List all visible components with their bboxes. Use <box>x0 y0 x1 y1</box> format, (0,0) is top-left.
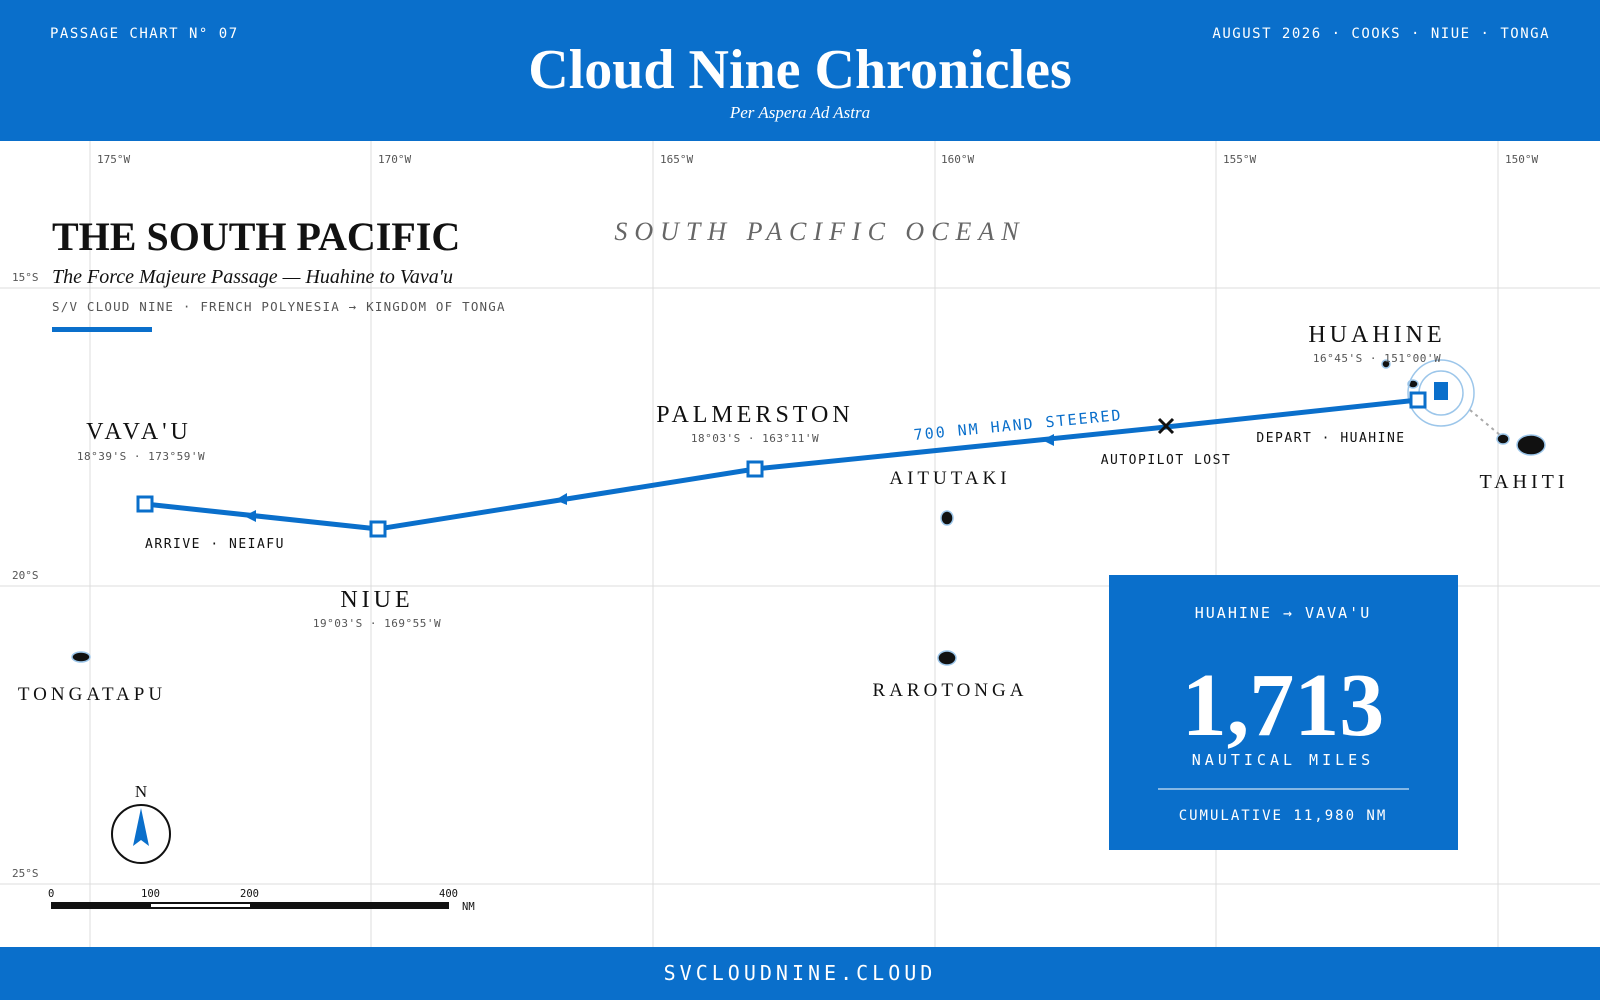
compass-needle <box>133 808 149 846</box>
waypoint <box>1409 391 1427 409</box>
lon-label: 175°W <box>97 153 130 166</box>
title: Cloud Nine Chronicles <box>528 39 1071 101</box>
huahine-island <box>1434 382 1448 400</box>
kicker-right: AUGUST 2026 · COOKS · NIUE · TONGA <box>1212 26 1550 42</box>
scale-unit: NM <box>462 901 475 913</box>
intro-title: THE SOUTH PACIFIC <box>52 214 460 259</box>
arrow <box>1042 434 1054 446</box>
place-coords: 18°03'S · 163°11'W <box>691 432 819 445</box>
place-coords: 18°39'S · 173°59'W <box>77 450 205 463</box>
stat-cumulative: CUMULATIVE 11,980 NM <box>1179 808 1388 824</box>
header-band <box>0 0 1600 141</box>
island <box>71 651 91 663</box>
scale-tick: 0 <box>48 888 54 900</box>
accent-bar <box>52 327 152 332</box>
waypoint <box>369 520 387 538</box>
place-name: TAHITI <box>1479 471 1568 493</box>
lon-label: 150°W <box>1505 153 1538 166</box>
lon-label: 165°W <box>660 153 693 166</box>
waypoints <box>136 391 1427 538</box>
place-name: AITUTAKI <box>889 468 1010 489</box>
stat-box <box>1109 575 1458 850</box>
tahiti-link <box>1469 409 1501 436</box>
lat-label: 25°S <box>12 867 39 880</box>
waypoint <box>746 460 764 478</box>
ocean-label: SOUTH PACIFIC OCEAN <box>614 217 1025 246</box>
place-name: NIUE <box>340 587 413 613</box>
island <box>1516 434 1546 456</box>
place-coords: 19°03'S · 169°55'W <box>313 617 441 630</box>
arrow <box>244 510 256 522</box>
place-name: VAVA'U <box>86 419 192 445</box>
place-name: TONGATAPU <box>18 684 166 705</box>
route-label: AUTOPILOT LOST <box>1101 453 1232 468</box>
route-label: ARRIVE · NEIAFU <box>145 537 285 552</box>
autopilot-mark <box>1157 417 1175 435</box>
scale-tick: 200 <box>240 888 259 900</box>
place-name: HUAHINE <box>1308 322 1445 348</box>
lon-label: 155°W <box>1223 153 1256 166</box>
arrow <box>555 493 567 505</box>
place-name: RAROTONGA <box>873 680 1028 701</box>
intro-meta: S/V CLOUD NINE · FRENCH POLYNESIA → KING… <box>52 299 506 314</box>
stat-route: HUAHINE → VAVA'U <box>1195 604 1372 622</box>
stat-value: 1,713 <box>1182 656 1385 755</box>
island <box>1496 433 1510 445</box>
island <box>1381 359 1391 369</box>
subtitle: Per Aspera Ad Astra <box>729 103 870 122</box>
place-coords: 16°45'S · 151°00'W <box>1313 352 1441 365</box>
compass-label: N <box>135 782 147 801</box>
scale-tick: 400 <box>439 888 458 900</box>
lon-label: 160°W <box>941 153 974 166</box>
islands <box>71 359 1546 666</box>
kicker-left: PASSAGE CHART N° 07 <box>50 26 239 42</box>
stat-unit: NAUTICAL MILES <box>1192 751 1374 769</box>
footer-url[interactable]: SVCLOUDNINE.CLOUD <box>664 961 937 985</box>
route-label: DEPART · HUAHINE <box>1256 431 1405 446</box>
lat-label: 15°S <box>12 271 39 284</box>
island <box>937 650 957 666</box>
lon-label: 170°W <box>378 153 411 166</box>
place-name: PALMERSTON <box>656 402 853 428</box>
scale-tick: 100 <box>141 888 160 900</box>
footer-band <box>0 947 1600 1000</box>
route-arrows <box>244 434 1054 522</box>
scale-bar-segment <box>151 904 250 907</box>
waypoint <box>136 495 154 513</box>
graticule <box>0 141 1600 947</box>
lat-label: 20°S <box>12 569 39 582</box>
depart-halo <box>1407 359 1475 427</box>
x-mark <box>1157 417 1175 435</box>
compass-ring <box>111 804 171 864</box>
island <box>940 510 954 526</box>
intro-subtitle: The Force Majeure Passage — Huahine to V… <box>52 266 453 288</box>
route-label: 700 NM HAND STEERED <box>913 406 1123 444</box>
